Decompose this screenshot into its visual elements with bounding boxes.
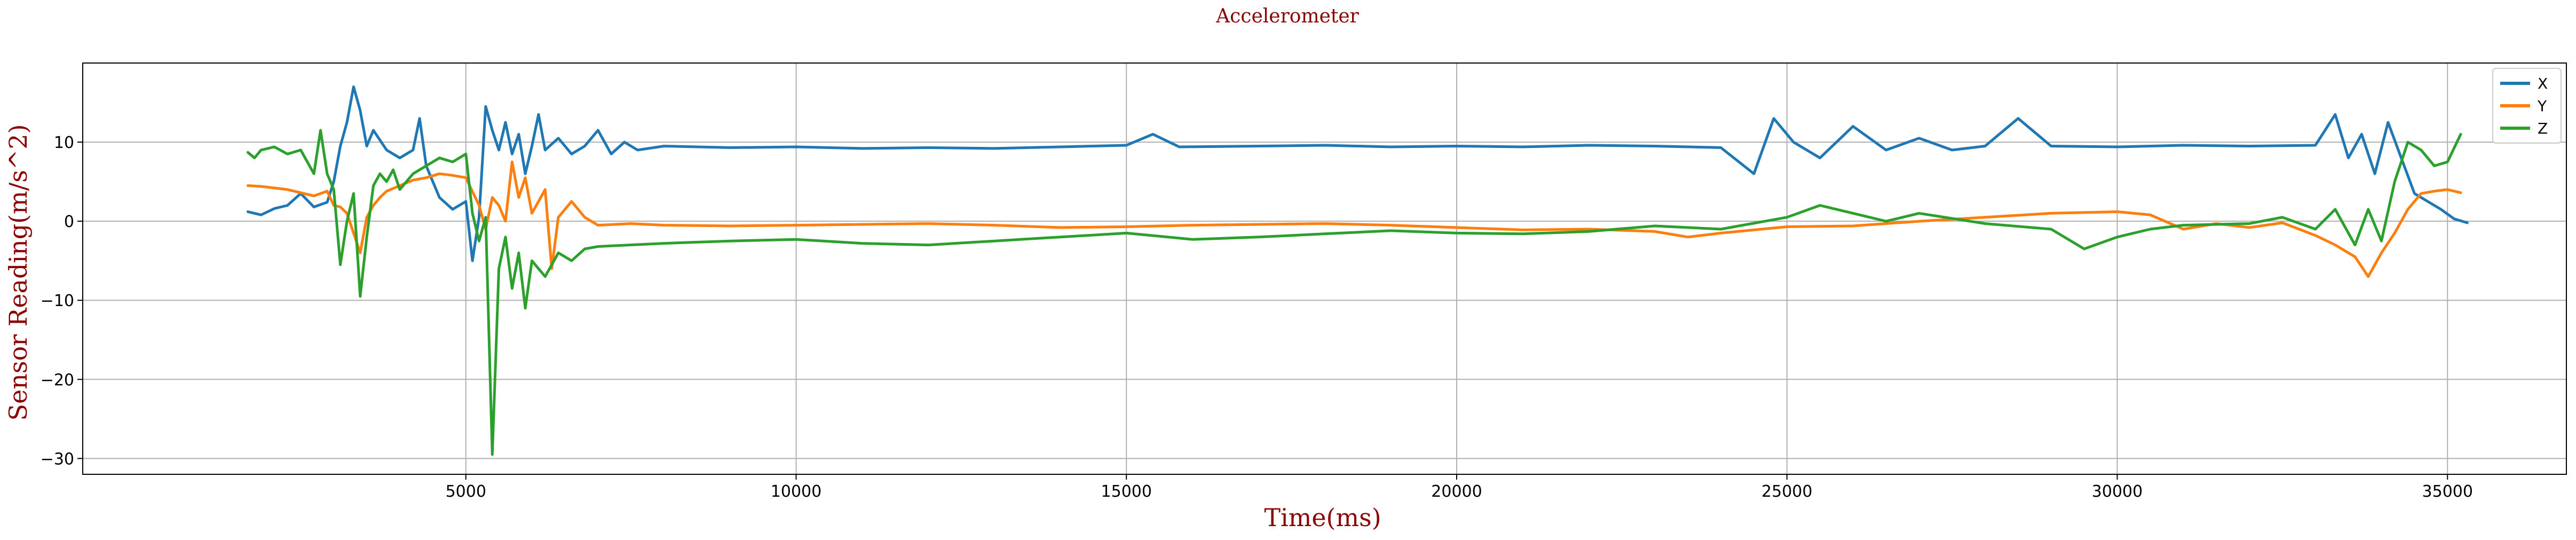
- series-line-x: [246, 85, 2469, 262]
- y-tick-label: −30: [41, 450, 74, 468]
- x-tick-label: 20000: [1431, 482, 1482, 501]
- y-tick-label: 0: [64, 213, 74, 231]
- y-axis-label: Sensor Reading(m/s^2): [4, 124, 33, 420]
- x-tick-label: 15000: [1101, 482, 1152, 501]
- x-tick-label: 10000: [771, 482, 821, 501]
- x-axis-label: Time(ms): [1264, 503, 1381, 532]
- y-tick-label: 10: [54, 134, 74, 152]
- legend-label-x: X: [2538, 75, 2548, 92]
- y-tick-label: −20: [41, 371, 74, 389]
- grid-lines: [83, 63, 2566, 474]
- x-tick-label: 35000: [2422, 482, 2473, 501]
- x-tick-label: 25000: [1761, 482, 1812, 501]
- x-tick-label: 30000: [2092, 482, 2143, 501]
- series-line-z: [246, 129, 2462, 456]
- series-line-y: [246, 160, 2462, 278]
- legend-label-z: Z: [2538, 120, 2548, 137]
- chart-title: Accelerometer: [1215, 5, 1360, 27]
- legend-label-y: Y: [2537, 97, 2547, 115]
- axis-ticks: 5000 10000 15000 20000 25000 30000 35000 −30 −20…: [41, 134, 2473, 501]
- y-tick-label: −10: [41, 292, 74, 310]
- x-tick-label: 5000: [446, 482, 486, 501]
- series-lines: [246, 85, 2469, 456]
- plot-frame: [82, 62, 2567, 475]
- legend: XYZ: [2492, 68, 2562, 144]
